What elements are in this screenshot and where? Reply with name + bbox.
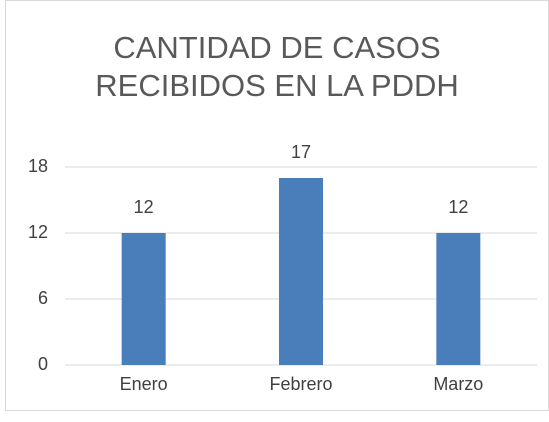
x-tick-label: Enero bbox=[120, 374, 168, 394]
bar bbox=[121, 233, 166, 365]
y-tick-label: 12 bbox=[28, 222, 48, 242]
y-tick-label: 18 bbox=[28, 156, 48, 176]
chart-title: CANTIDAD DE CASOS bbox=[113, 30, 440, 65]
data-label: 12 bbox=[448, 197, 468, 217]
bar bbox=[279, 178, 323, 365]
x-tick-label: Marzo bbox=[433, 374, 483, 394]
bar bbox=[436, 233, 481, 365]
data-label: 17 bbox=[291, 142, 311, 162]
x-tick-label: Febrero bbox=[269, 374, 332, 394]
chart-title: RECIBIDOS EN LA PDDH bbox=[95, 68, 458, 103]
y-tick-label: 0 bbox=[38, 354, 48, 374]
data-label: 12 bbox=[134, 197, 154, 217]
y-tick-label: 6 bbox=[38, 288, 48, 308]
